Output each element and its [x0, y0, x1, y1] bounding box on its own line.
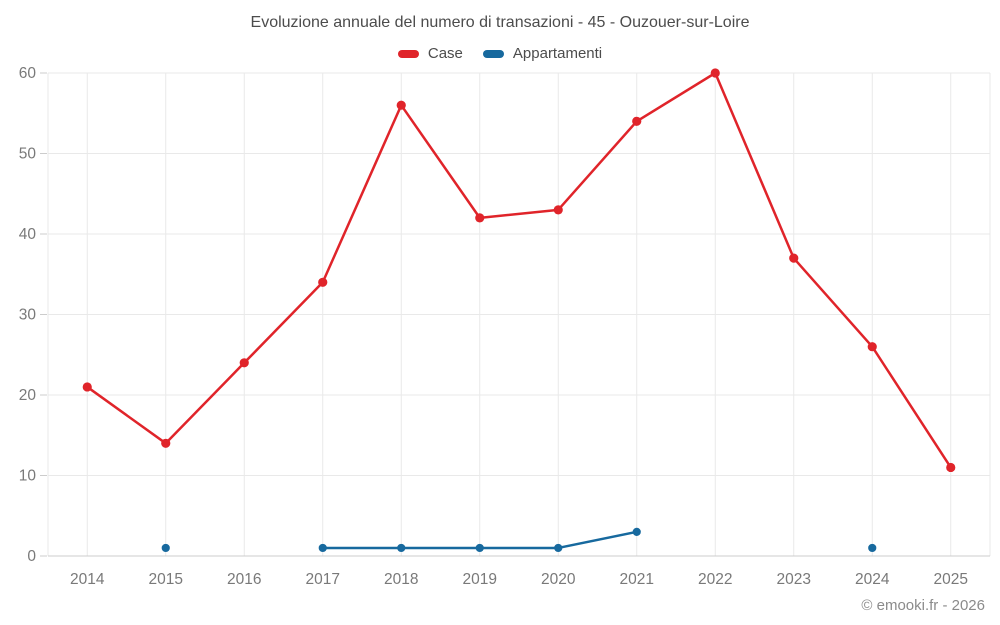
svg-text:0: 0 [27, 548, 36, 565]
svg-text:60: 60 [19, 65, 37, 82]
svg-text:2020: 2020 [541, 571, 576, 588]
svg-text:40: 40 [19, 226, 37, 243]
svg-text:2025: 2025 [934, 571, 968, 588]
appartamenti-series-swatch-icon [482, 49, 504, 58]
legend-item-appartamenti[interactable]: Appartamenti [482, 45, 603, 62]
svg-text:2019: 2019 [463, 571, 497, 588]
legend-item-case[interactable]: Case [397, 45, 463, 62]
svg-text:2023: 2023 [777, 571, 811, 588]
svg-text:2022: 2022 [698, 571, 732, 588]
svg-text:2015: 2015 [149, 571, 183, 588]
svg-text:2017: 2017 [306, 571, 340, 588]
chart-legend: Case Appartamenti [0, 45, 1000, 62]
svg-text:2021: 2021 [620, 571, 654, 588]
chart-title: Evoluzione annuale del numero di transaz… [250, 14, 750, 31]
svg-text:20: 20 [19, 387, 37, 404]
footer-credit: © emooki.fr - 2026 [861, 597, 985, 614]
svg-text:2024: 2024 [855, 571, 890, 588]
svg-text:10: 10 [19, 468, 37, 485]
svg-text:2014: 2014 [70, 571, 105, 588]
case-series-swatch-icon [397, 49, 419, 58]
svg-text:2016: 2016 [227, 571, 261, 588]
legend-label-case: Case [427, 45, 463, 62]
svg-text:50: 50 [19, 146, 37, 163]
legend-label-appartamenti: Appartamenti [512, 45, 603, 62]
svg-text:2018: 2018 [384, 571, 418, 588]
svg-text:30: 30 [19, 307, 37, 324]
